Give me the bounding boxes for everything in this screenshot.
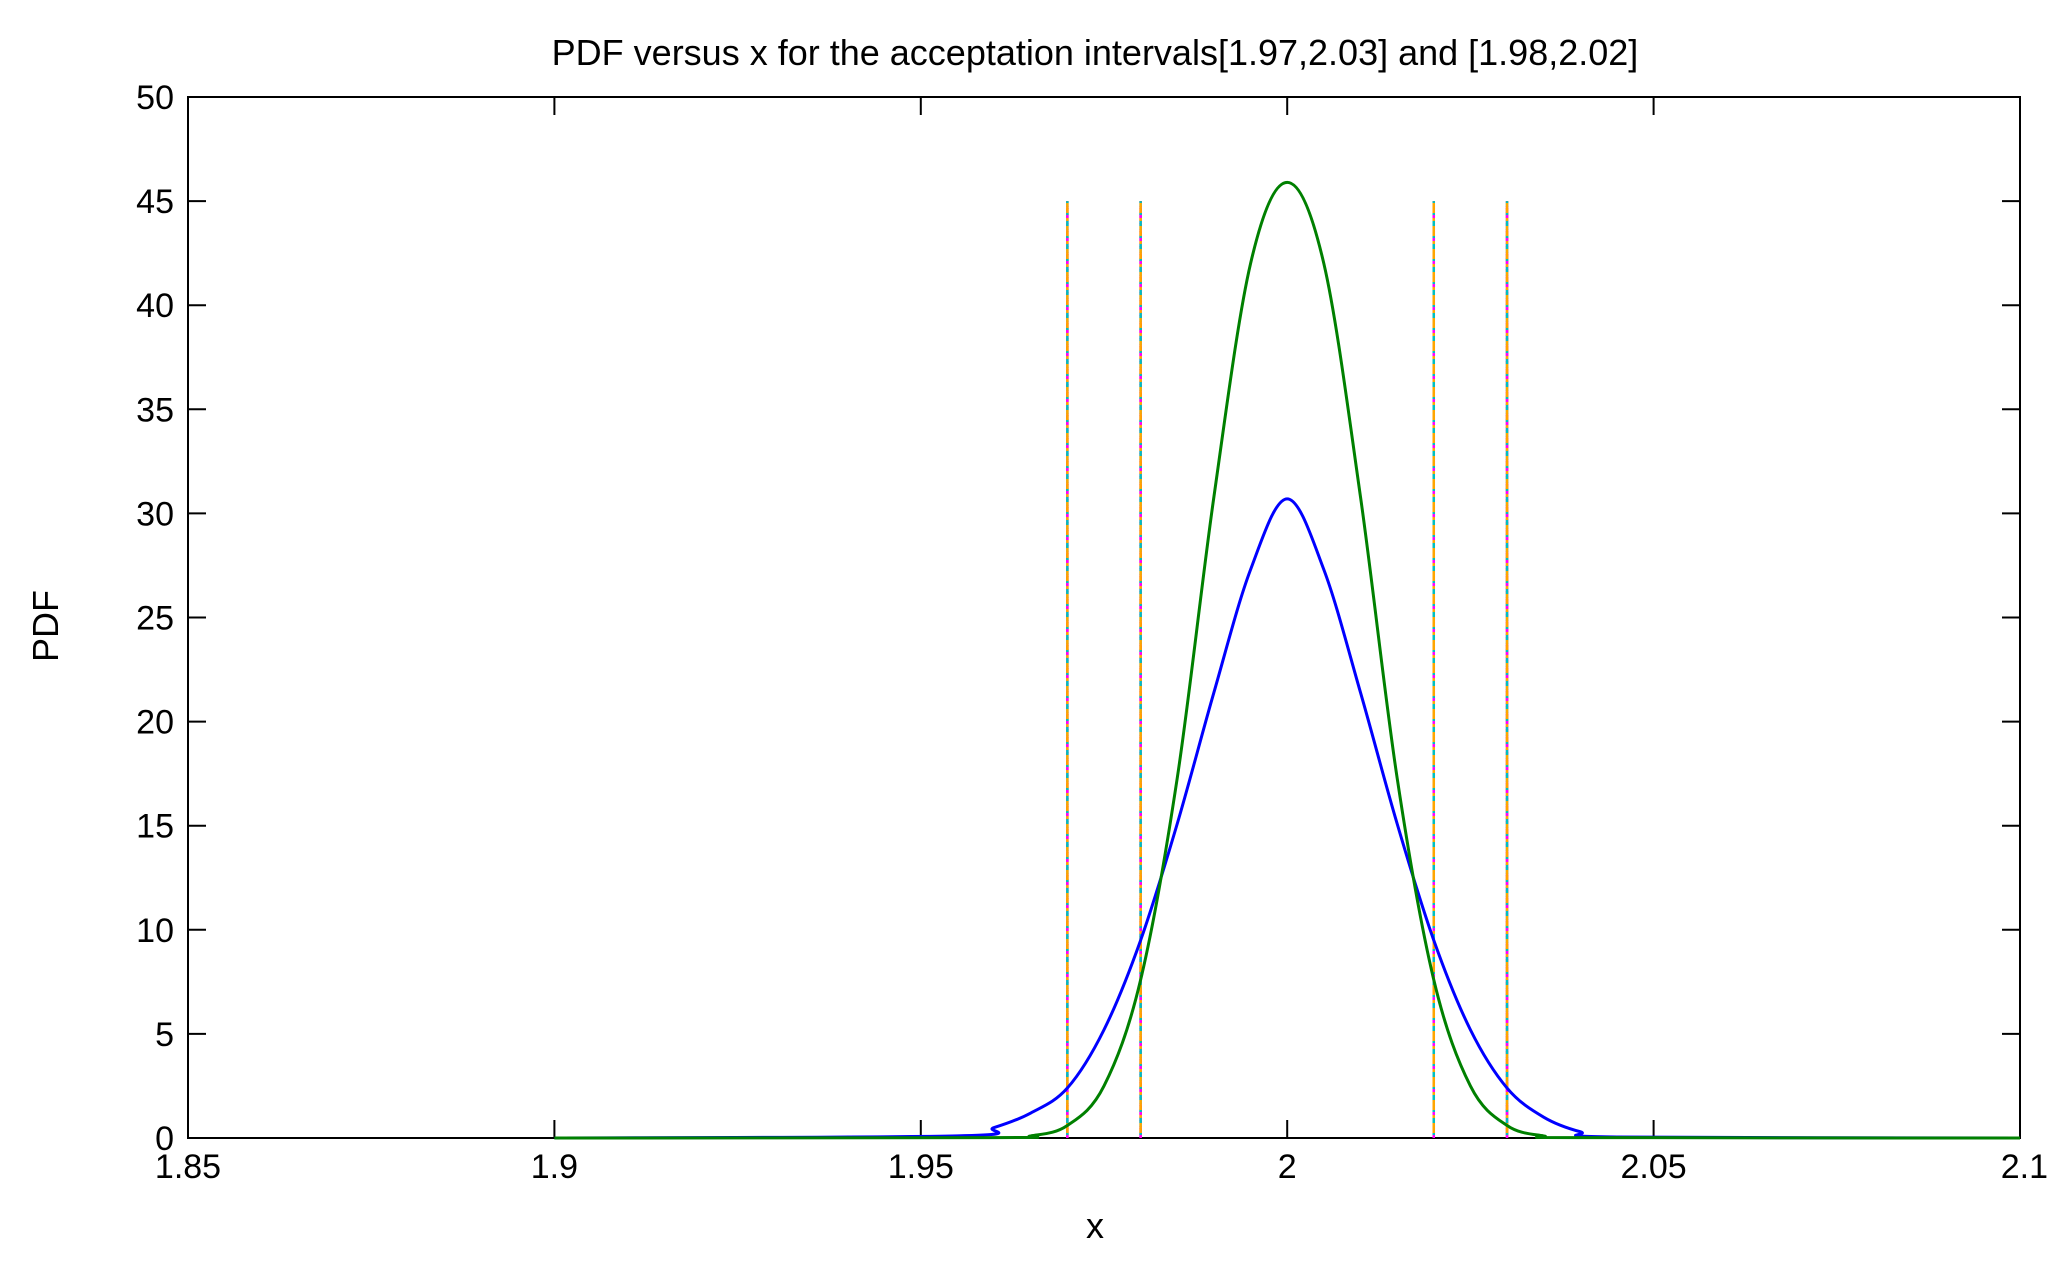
x-tick-label: 2.05 (1621, 1148, 1687, 1186)
y-tick-label: 40 (136, 287, 174, 325)
series-line-2 (554, 180, 2021, 1140)
y-tick-label: 0 (155, 1120, 174, 1158)
y-tick-label: 25 (136, 600, 174, 638)
y-tick-label: 45 (136, 183, 174, 221)
y-tick-label: 10 (136, 912, 174, 950)
y-tick-label: 20 (136, 704, 174, 742)
y-tick-label: 35 (136, 391, 174, 429)
plot-area: 0 5 10 15 20 25 30 35 40 45 50 1.85 1.9 1.95 2 2.05 2.1 (136, 79, 2048, 1186)
x-tick-label: 1.9 (531, 1148, 578, 1186)
x-tick-label: 2.1 (2001, 1148, 2048, 1186)
y-tick-label: 5 (155, 1016, 174, 1054)
y-axis-label: PDF (25, 590, 66, 662)
x-axis-label: x (1086, 1205, 1104, 1246)
y-tick-label: 30 (136, 495, 174, 533)
x-tick-label: 2 (1278, 1148, 1297, 1186)
y-tick-label: 15 (136, 808, 174, 846)
chart-title: PDF versus x for the acceptation interva… (552, 32, 1639, 73)
x-tick-label: 1.95 (888, 1148, 954, 1186)
y-tick-label: 50 (136, 79, 174, 117)
x-tick-label: 1.85 (155, 1148, 221, 1186)
series-line-1 (554, 497, 2021, 1140)
